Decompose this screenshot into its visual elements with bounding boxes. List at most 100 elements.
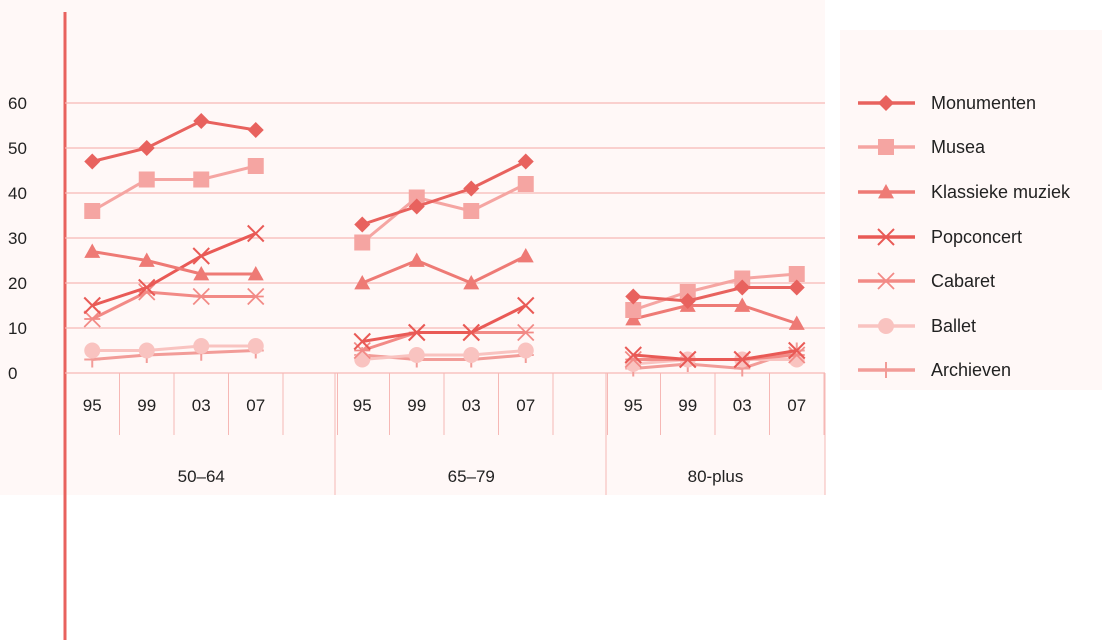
x-tick-label: 95: [353, 396, 372, 415]
data-point: [679, 284, 696, 300]
y-tick-label: 60: [8, 94, 27, 113]
data-point: [734, 297, 751, 312]
legend-label: Popconcert: [931, 227, 1022, 247]
data-point: [354, 351, 371, 368]
data-point: [462, 323, 480, 342]
data-point: [408, 252, 425, 267]
legend-marker: [878, 139, 894, 155]
data-point: [138, 140, 155, 156]
series-musea: [84, 158, 805, 318]
legend-marker: [878, 95, 894, 111]
data-point: [734, 279, 751, 296]
data-point: [247, 287, 265, 306]
data-point: [408, 198, 425, 215]
plot-background: [0, 0, 825, 495]
data-point: [138, 342, 155, 359]
series-line: [361, 160, 527, 226]
data-point: [625, 288, 642, 305]
x-tick-label: 95: [83, 396, 102, 415]
data-point: [354, 234, 371, 251]
data-point: [733, 350, 751, 369]
legend-label: Archieven: [931, 360, 1011, 380]
x-tick-label: 07: [246, 396, 265, 415]
data-point: [408, 323, 426, 342]
data-point: [463, 347, 480, 363]
data-point: [193, 338, 210, 354]
x-tick-label: 03: [192, 396, 211, 415]
data-point: [517, 153, 534, 170]
data-point: [84, 153, 101, 170]
series-popconcert: [83, 224, 806, 369]
data-point: [192, 287, 210, 306]
data-point: [625, 302, 642, 318]
legend-item-musea: Musea: [858, 137, 986, 157]
data-point: [193, 113, 210, 129]
legend-label: Cabaret: [931, 271, 995, 291]
grid-lines: [65, 102, 825, 329]
legend-item-cabaret: Cabaret: [858, 271, 995, 291]
x-tick-label: 99: [137, 396, 156, 415]
data-point: [138, 252, 155, 267]
data-point: [679, 293, 696, 309]
series-line: [91, 164, 257, 213]
series-line: [633, 286, 797, 303]
y-tick-label: 10: [8, 319, 27, 338]
data-point: [83, 296, 101, 315]
series-layer: [83, 113, 806, 377]
data-point: [679, 350, 697, 369]
data-point: [624, 346, 642, 364]
y-tick-label: 40: [8, 184, 27, 203]
x-tick-label: 03: [733, 396, 752, 415]
x-tick-label: 95: [624, 396, 643, 415]
series-monumenten: [84, 113, 805, 309]
group-label: 80-plus: [688, 467, 744, 486]
legend-item-klassieke-muziek: Klassieke muziek: [858, 182, 1071, 202]
legend: Monumenten Musea Klassieke muziek Popconcer…: [858, 93, 1071, 380]
data-point: [138, 171, 155, 188]
data-point: [517, 248, 534, 263]
data-point: [734, 270, 751, 287]
data-point: [517, 176, 534, 192]
data-point: [138, 278, 156, 297]
series-line: [632, 304, 798, 325]
legend-label: Klassieke muziek: [931, 182, 1071, 202]
data-point: [354, 275, 371, 290]
data-point: [463, 180, 480, 197]
y-tick-label: 50: [8, 139, 27, 158]
data-point: [408, 189, 425, 206]
data-point: [247, 224, 265, 243]
y-tick-label: 20: [8, 274, 27, 293]
series-line: [91, 119, 256, 163]
legend-item-popconcert: Popconcert: [858, 227, 1022, 247]
data-point: [192, 247, 210, 265]
data-point: [517, 323, 535, 342]
data-point: [463, 275, 480, 290]
data-point: [247, 122, 264, 138]
data-point: [788, 266, 805, 282]
legend-label: Musea: [931, 137, 986, 157]
data-point: [788, 341, 806, 360]
legend-marker: [878, 184, 894, 199]
series-line: [361, 254, 527, 285]
data-point: [517, 342, 534, 359]
x-tick-label: 03: [462, 396, 481, 415]
legend-marker: [878, 362, 894, 378]
data-point: [517, 296, 535, 315]
legend-label: Ballet: [931, 316, 976, 336]
series-line: [91, 232, 257, 307]
legend-item-archieven: Archieven: [858, 360, 1011, 380]
data-point: [84, 342, 101, 359]
legend-item-ballet: Ballet: [858, 316, 976, 336]
group-label: 50–64: [178, 467, 225, 486]
legend-background: [840, 30, 1102, 390]
data-point: [788, 279, 805, 296]
data-point: [353, 332, 371, 351]
y-tick-label: 30: [8, 229, 27, 248]
data-point: [84, 203, 101, 219]
legend-label: Monumenten: [931, 93, 1036, 113]
y-tick-label: 0: [8, 364, 17, 383]
data-point: [83, 310, 101, 328]
legend-item-monumenten: Monumenten: [858, 93, 1036, 113]
series-line: [362, 304, 527, 343]
